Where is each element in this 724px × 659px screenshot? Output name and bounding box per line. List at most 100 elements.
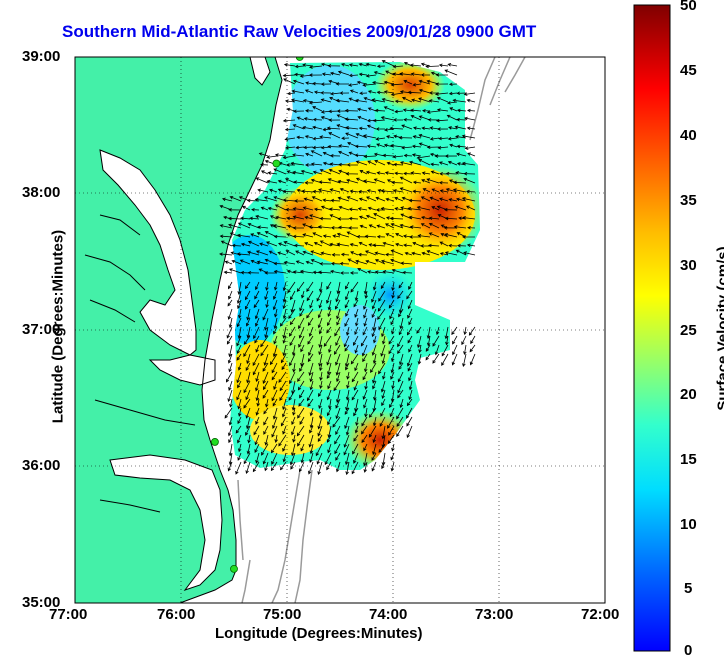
velocity-arrow [354,326,359,336]
velocity-arrow [357,207,368,211]
velocity-arrow [348,63,359,67]
velocity-arrow [295,260,305,265]
velocity-arrow [425,64,440,69]
velocity-arrow [418,88,431,94]
velocity-arrow [260,335,269,348]
velocity-arrow [406,425,413,439]
velocity-arrow [300,443,305,452]
velocity-arrow [243,452,251,465]
velocity-arrow [272,407,278,420]
velocity-arrow [457,243,467,248]
velocity-arrow [380,206,395,211]
velocity-arrow [328,207,341,211]
velocity-arrow [378,362,386,375]
velocity-arrow [254,434,260,446]
velocity-arrow [359,91,368,96]
velocity-arrow [281,362,287,371]
velocity-arrow [409,235,422,239]
velocity-arrow [352,335,359,346]
velocity-arrow [309,371,314,383]
velocity-arrow [292,362,296,373]
velocity-arrow [328,132,341,139]
velocity-arrow [348,216,359,221]
velocity-arrow [355,160,368,166]
velocity-arrow [298,326,305,339]
velocity-arrow [410,72,422,76]
velocity-arrow [343,335,350,348]
velocity-arrow [243,398,251,409]
velocity-arrow [447,101,458,105]
velocity-arrow [463,171,476,176]
velocity-arrow [410,108,422,113]
velocity-arrow [252,362,260,376]
velocity-arrow [350,353,359,365]
velocity-arrow [272,299,278,311]
velocity-arrow [320,98,332,103]
velocity-arrow [318,326,323,335]
velocity-arrow [455,197,467,202]
velocity-arrow [378,443,386,453]
velocity-arrow [329,188,341,193]
velocity-arrow [346,371,350,380]
velocity-arrow [327,425,332,439]
velocity-arrow [371,308,377,318]
velocity-arrow [333,344,341,355]
velocity-arrow [343,443,350,456]
velocity-arrow [283,78,296,85]
velocity-arrow [309,425,314,434]
velocity-arrow [363,281,368,295]
velocity-arrow [335,389,341,404]
velocity-arrow [280,416,287,427]
velocity-arrow [454,125,467,130]
velocity-arrow [302,250,314,256]
velocity-arrow [372,80,386,85]
velocity-arrow [382,270,395,274]
velocity-arrow [259,242,269,247]
velocity-arrow [246,416,251,430]
velocity-arrow [377,308,386,320]
velocity-arrow [262,362,269,372]
velocity-arrow [312,145,323,150]
velocity-arrow [292,215,305,220]
velocity-arrow [261,443,269,456]
velocity-arrow [293,109,305,114]
velocity-arrow [237,416,242,425]
velocity-arrow [391,326,395,335]
velocity-arrow [245,290,251,301]
velocity-arrow [365,214,377,220]
velocity-arrow [408,344,413,353]
velocity-arrow [330,226,341,230]
velocity-arrow [235,425,242,434]
velocity-arrow [356,234,368,239]
velocity-arrow [380,380,386,393]
velocity-arrow [300,452,305,464]
velocity-arrow [327,308,332,318]
velocity-arrow [366,189,377,193]
velocity-arrow [227,425,233,437]
velocity-arrow [385,233,395,238]
velocity-arrow [247,434,251,444]
velocity-arrow [338,150,350,157]
velocity-arrow [334,299,341,310]
velocity-arrow [439,252,449,256]
velocity-arrow [304,242,314,247]
velocity-arrow [287,91,296,96]
velocity-arrow [390,222,404,229]
velocity-arrow [266,155,278,159]
velocity-arrow [267,206,278,211]
velocity-arrow [441,344,449,357]
velocity-arrow [397,389,404,399]
velocity-arrow [243,380,251,394]
velocity-arrow [362,353,368,363]
velocity-arrow [406,290,413,300]
velocity-arrow [409,225,422,229]
velocity-arrow [297,371,305,382]
velocity-arrow [306,290,314,302]
velocity-arrow [409,63,422,67]
colorbar-tick-label: 35 [680,192,697,209]
velocity-arrow [227,461,233,472]
velocity-arrow [290,299,296,313]
velocity-arrow [384,171,395,175]
velocity-arrow [382,153,395,158]
velocity-arrow [376,64,386,69]
